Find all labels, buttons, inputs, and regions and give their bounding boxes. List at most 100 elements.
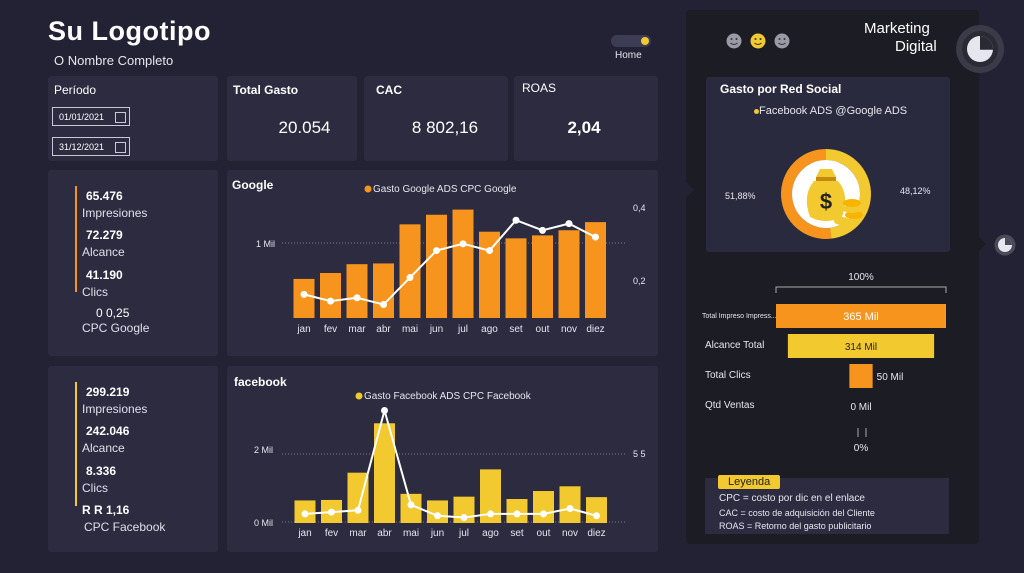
bar[interactable]: [585, 222, 606, 318]
line-point[interactable]: [566, 504, 574, 512]
x-tick-label: out: [536, 324, 550, 335]
bar[interactable]: [346, 264, 368, 318]
kpi-cac: CAC 8 802,16: [364, 76, 508, 161]
line-point[interactable]: [593, 512, 600, 520]
funnel-chart: 100% 0% Total Impreso Impress... 365 Mil A…: [702, 272, 947, 454]
stat-label: CPC Facebook: [84, 520, 166, 534]
bar[interactable]: [533, 491, 554, 523]
bar[interactable]: [480, 469, 501, 523]
line-point[interactable]: [565, 220, 573, 228]
line-point[interactable]: [513, 510, 521, 518]
line-point[interactable]: [327, 297, 334, 305]
stat-label: Alcance: [82, 441, 125, 455]
stat-value: 72.279: [86, 228, 123, 242]
x-tick-label: set: [509, 324, 523, 335]
pie-chart-icon[interactable]: [955, 24, 1005, 74]
facebook-stats-card: 299.219 Impresiones 242.046 Alcance 8.33…: [48, 366, 218, 552]
kpi-label: ROAS: [522, 81, 557, 95]
line-point[interactable]: [592, 233, 599, 241]
line-point[interactable]: [354, 506, 362, 514]
funnel-bar[interactable]: [787, 334, 935, 358]
bar[interactable]: [373, 263, 394, 318]
pie-chart-icon[interactable]: [994, 234, 1016, 256]
line-point[interactable]: [460, 514, 468, 522]
x-tick-label: nov: [561, 324, 577, 335]
line-point[interactable]: [433, 247, 440, 255]
bar[interactable]: [320, 273, 341, 318]
start-date-input[interactable]: 01/01/2021: [52, 107, 130, 126]
x-tick-label: nov: [562, 528, 578, 539]
x-tick-label: mar: [348, 324, 366, 335]
x-tick-label: set: [510, 528, 524, 539]
funnel-value-label: 50 Mil: [877, 372, 904, 383]
svg-text:$: $: [820, 189, 832, 214]
bar[interactable]: [479, 231, 500, 318]
line-point[interactable]: [381, 407, 388, 415]
face-icon-active[interactable]: [750, 33, 766, 49]
stat-clics: 8.336 Clics: [82, 465, 116, 494]
kpi-value: 20.054: [278, 118, 331, 137]
line-point[interactable]: [539, 226, 546, 234]
line-point[interactable]: [434, 512, 441, 520]
bar[interactable]: [558, 230, 580, 318]
calendar-icon[interactable]: [115, 112, 126, 123]
line-point[interactable]: [353, 294, 361, 302]
y-tick-label: 1 Mil: [256, 239, 275, 249]
line-point[interactable]: [380, 301, 387, 309]
line-point[interactable]: [512, 216, 520, 224]
bar[interactable]: [374, 423, 395, 523]
stat-alcance: 72.279 Alcance: [82, 229, 125, 258]
bar[interactable]: [399, 224, 421, 318]
bar[interactable]: [532, 235, 553, 318]
legend-dot: [355, 392, 363, 400]
kpi-value: 2,04: [567, 118, 601, 137]
home-link[interactable]: Home: [615, 50, 642, 61]
bar[interactable]: [452, 209, 474, 318]
calendar-icon[interactable]: [115, 142, 126, 153]
line-point[interactable]: [486, 247, 493, 255]
line-point[interactable]: [301, 510, 309, 518]
money-bag-icon: $: [806, 169, 863, 225]
bar[interactable]: [427, 500, 448, 523]
funnel-bar[interactable]: [776, 304, 946, 328]
bar[interactable]: [505, 238, 527, 318]
x-tick-label: mai: [402, 324, 418, 335]
line-point[interactable]: [459, 240, 467, 248]
bar[interactable]: [426, 214, 447, 318]
line-point[interactable]: [300, 290, 308, 298]
panel-arrow: [686, 182, 694, 198]
face-icon[interactable]: [726, 33, 742, 49]
series-line: [303, 219, 596, 306]
line-point[interactable]: [406, 274, 414, 282]
line-point[interactable]: [540, 510, 547, 518]
stat-impresiones: 299.219 Impresiones: [82, 386, 147, 415]
panel-arrow: [979, 237, 986, 251]
period-label: Período: [54, 83, 97, 97]
stat-alcance: 242.046 Alcance: [82, 425, 129, 454]
bar[interactable]: [559, 486, 581, 523]
funnel-value-label: 314 Mil: [845, 342, 877, 353]
chart-legend: Gasto Facebook ADS CPC Facebook: [364, 391, 532, 402]
x-tick-label: jul: [457, 324, 468, 335]
x-tick-label: abr: [376, 324, 391, 335]
face-icon[interactable]: [774, 33, 790, 49]
google-chart-card: Google Gasto Google ADS CPC Google 1 Mil…: [227, 170, 658, 356]
funnel-value-label: 0 Mil: [850, 402, 871, 413]
bar[interactable]: [293, 278, 315, 318]
stat-value: 65.476: [86, 189, 123, 203]
home-toggle[interactable]: [611, 35, 651, 47]
bar[interactable]: [400, 493, 422, 523]
line-point[interactable]: [407, 501, 415, 509]
x-labels-group: jan fev mar abr mai jun jul ago set out nov diez: [296, 324, 604, 335]
funnel-bar[interactable]: [849, 364, 873, 388]
legend-line: CPC = costo por dic en el enlace: [719, 493, 865, 504]
end-date-input[interactable]: 31/12/2021: [52, 137, 130, 156]
accent-bar: [75, 382, 77, 506]
accent-bar: [75, 186, 77, 292]
bar[interactable]: [586, 497, 607, 523]
line-point[interactable]: [328, 508, 335, 516]
pie-slice[interactable]: [781, 149, 832, 239]
kpi-label: CAC: [376, 83, 402, 97]
line-point[interactable]: [487, 510, 494, 518]
kpi-roas: ROAS 2,04: [514, 76, 658, 161]
